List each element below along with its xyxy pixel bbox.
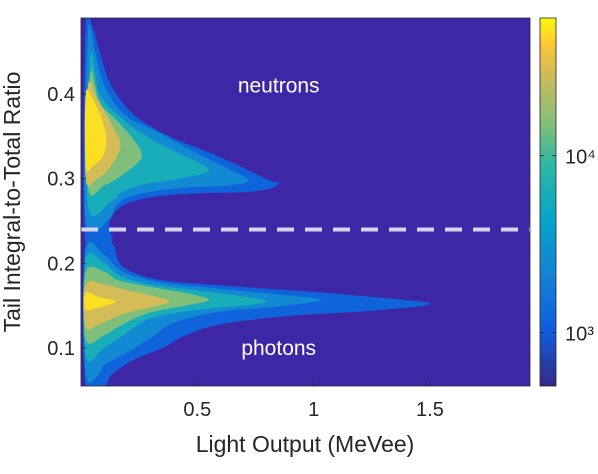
y-axis: 0.1 0.2 0.3 0.4	[47, 84, 86, 360]
photons-contour-level-5	[83, 281, 170, 330]
photons-contour-level-2	[83, 242, 321, 383]
density-contours	[82, 18, 430, 386]
colorbar-tick-label: 10³	[565, 324, 594, 346]
neutrons-contour-level-1	[83, 18, 279, 259]
colorbar	[539, 17, 557, 387]
y-tick-label: 0.3	[47, 169, 75, 191]
plot-frame	[80, 17, 531, 387]
y-tick-label: 0.4	[47, 84, 75, 106]
x-tick-label: 0.5	[183, 399, 211, 421]
colorbar-ticks: 10³ 10⁴	[540, 147, 596, 346]
annotation-photons: photons	[241, 337, 316, 360]
x-axis: 0.5 1 1.5	[183, 381, 444, 421]
x-axis-label: Light Output (MeVee)	[196, 431, 415, 457]
x-tick-label: 1	[308, 399, 319, 421]
neutrons-contour-level-6	[84, 89, 107, 172]
y-tick-label: 0.1	[47, 338, 75, 360]
y-axis-label: Tail Integral-to-Total Ratio	[0, 72, 25, 333]
colorbar-tick-label: 10⁴	[565, 147, 596, 169]
annotation-neutrons: neutrons	[238, 75, 320, 98]
x-tick-label: 1.5	[416, 399, 444, 421]
y-tick-label: 0.2	[47, 253, 75, 275]
photons-contour-level-6	[83, 292, 116, 311]
